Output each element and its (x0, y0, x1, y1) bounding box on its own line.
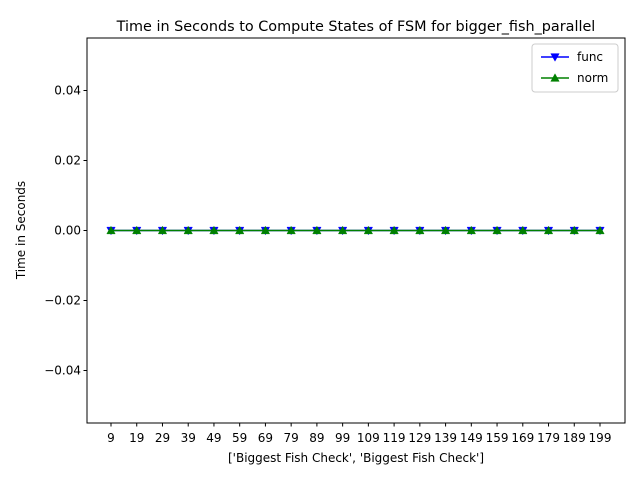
data-point-norm (235, 225, 245, 235)
data-point-norm (440, 225, 451, 235)
y-tick-label: −0.02 (44, 294, 81, 308)
x-tick-label: 59 (232, 431, 247, 445)
x-tick-label: 99 (335, 431, 350, 445)
x-tick-label: 129 (408, 431, 431, 445)
data-point-norm (312, 225, 322, 235)
legend-marker-func (550, 53, 560, 62)
data-point-norm (260, 225, 271, 235)
data-point-norm (363, 225, 373, 235)
data-point-norm (415, 225, 425, 235)
data-point-norm (543, 225, 554, 235)
y-tick-label: 0.04 (54, 84, 81, 98)
legend: func norm (531, 43, 619, 93)
x-axis-label: ['Biggest Fish Check', 'Biggest Fish Che… (228, 451, 484, 465)
chart-title: Time in Seconds to Compute States of FSM… (116, 19, 596, 35)
data-point-norm (466, 225, 476, 235)
x-tick-label: 29 (155, 431, 170, 445)
x-tick-label: 19 (129, 431, 144, 445)
legend-marker-norm (550, 73, 560, 82)
x-tick-label: 159 (486, 431, 509, 445)
x-tick-label: 109 (357, 431, 380, 445)
x-tick-label: 199 (589, 431, 612, 445)
data-point-norm (132, 225, 142, 235)
y-tick-label: −0.04 (44, 364, 81, 378)
data-point-norm (183, 225, 193, 235)
y-axis: −0.04 −0.02 0.00 0.02 0.04 (44, 84, 87, 378)
data-point-norm (518, 225, 528, 235)
x-tick-label: 89 (309, 431, 324, 445)
x-tick-label: 149 (460, 431, 483, 445)
data-point-norm (338, 225, 348, 235)
data-point-norm (492, 225, 502, 235)
data-point-norm (389, 225, 399, 235)
x-tick-label: 189 (563, 431, 586, 445)
data-point-norm (209, 225, 219, 235)
data-point-norm (595, 225, 605, 235)
series-norm (106, 225, 605, 235)
data-point-norm (106, 225, 116, 235)
x-tick-label: 39 (181, 431, 196, 445)
y-tick-label: 0.02 (54, 154, 81, 168)
x-tick-label: 69 (258, 431, 273, 445)
x-tick-label: 119 (383, 431, 406, 445)
data-point-norm (286, 225, 296, 235)
series-lines (106, 225, 605, 236)
x-tick-label: 49 (206, 431, 221, 445)
y-axis-label: Time in Seconds (14, 181, 28, 280)
data-point-norm (569, 225, 579, 235)
legend-label-func: func (577, 50, 603, 64)
y-tick-label: 0.00 (54, 224, 81, 238)
data-point-norm (157, 225, 168, 235)
x-tick-label: 169 (511, 431, 534, 445)
x-tick-label: 79 (284, 431, 299, 445)
x-tick-label: 9 (107, 431, 115, 445)
legend-label-norm: norm (577, 71, 608, 85)
x-tick-label: 179 (537, 431, 560, 445)
x-axis: 9 19 29 39 49 59 69 79 89 99 109 119 129 139 149 159 169… (107, 423, 611, 445)
x-tick-label: 139 (434, 431, 457, 445)
